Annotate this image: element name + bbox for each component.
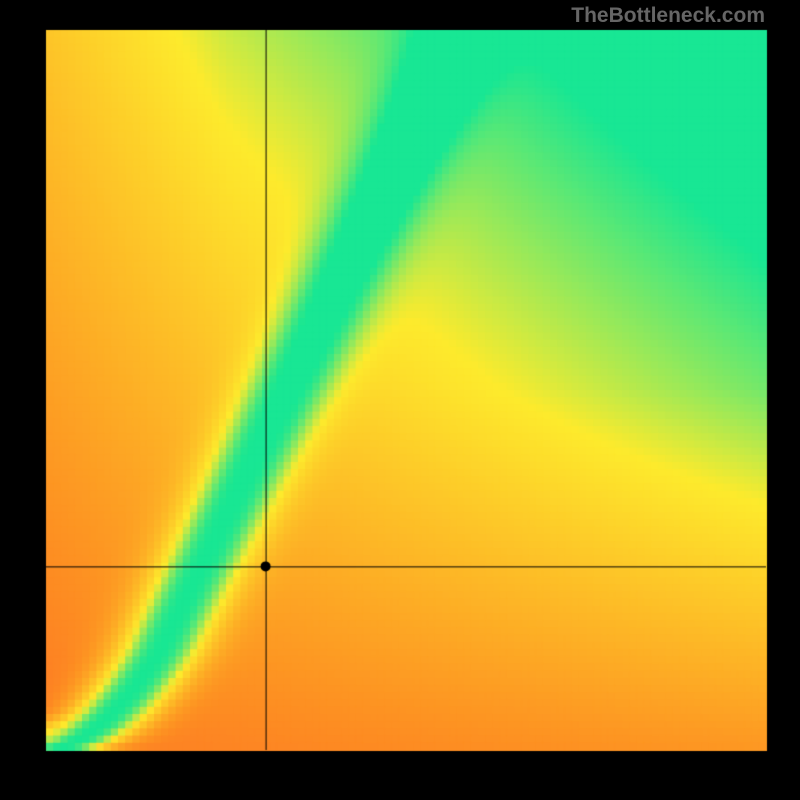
watermark-text: TheBottleneck.com — [571, 4, 765, 28]
bottleneck-heatmap — [0, 0, 800, 800]
